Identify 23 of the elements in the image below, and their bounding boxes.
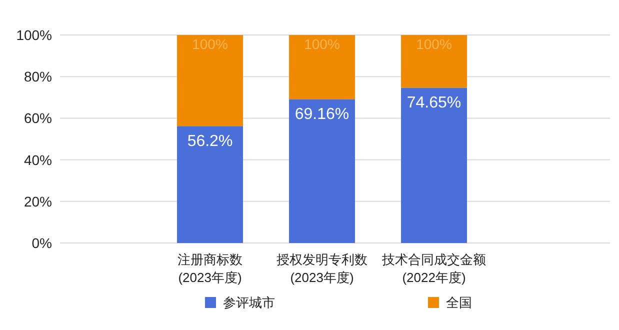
total-label: 100% <box>416 36 452 52</box>
legend-label: 全国 <box>446 295 472 310</box>
y-tick-label: 20% <box>24 193 52 210</box>
total-label: 100% <box>192 36 228 52</box>
data-label: 69.16% <box>294 106 350 124</box>
y-tick-label: 80% <box>24 68 52 85</box>
bar <box>401 88 467 243</box>
bar <box>289 99 355 243</box>
y-tick-label: 40% <box>24 152 52 168</box>
y-tick-label: 60% <box>24 110 52 126</box>
x-tick-label: 注册商标数 (2023年度) <box>178 252 242 285</box>
bar <box>289 35 355 100</box>
total-label: 100% <box>304 36 340 52</box>
bar <box>401 35 467 88</box>
data-label: 56.2% <box>187 133 233 150</box>
bar <box>177 126 243 243</box>
legend-label: 参评城市 <box>223 295 275 310</box>
data-label: 74.65% <box>406 94 462 112</box>
y-tick-label: 0% <box>32 235 52 251</box>
x-tick-label: 技术合同成交金额 (2022年度) <box>381 252 486 285</box>
bar <box>177 35 243 126</box>
x-tick-label: 授权发明专利数 (2023年度) <box>276 252 368 285</box>
y-tick-label: 100% <box>16 27 52 43</box>
